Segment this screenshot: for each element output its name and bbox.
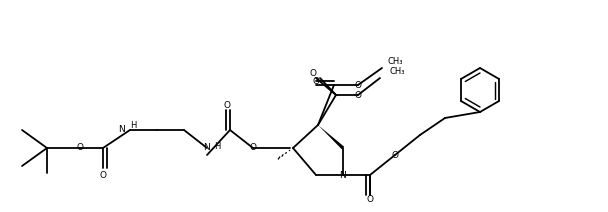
- Text: O: O: [309, 68, 317, 78]
- Text: O: O: [224, 100, 230, 110]
- Text: O: O: [77, 144, 83, 152]
- Text: O: O: [354, 81, 362, 89]
- Text: O: O: [392, 151, 398, 159]
- Text: N: N: [204, 144, 210, 152]
- Text: N: N: [118, 126, 125, 134]
- Text: CH₃: CH₃: [390, 67, 406, 77]
- Polygon shape: [318, 125, 344, 149]
- Text: CH₃: CH₃: [387, 57, 402, 67]
- Text: O: O: [354, 91, 362, 99]
- Text: O: O: [313, 78, 319, 86]
- Text: O: O: [100, 170, 106, 180]
- Text: H: H: [214, 142, 220, 151]
- Text: H: H: [130, 121, 136, 130]
- Text: N: N: [340, 170, 347, 180]
- Text: O: O: [367, 195, 373, 205]
- Text: O: O: [249, 144, 257, 152]
